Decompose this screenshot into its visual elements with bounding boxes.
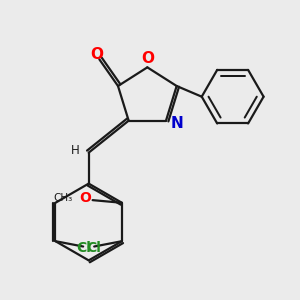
Text: O: O [80,191,92,205]
Text: H: H [71,143,80,157]
Text: CH₃: CH₃ [53,193,72,203]
Text: O: O [141,51,154,66]
Text: N: N [170,116,183,131]
Text: O: O [90,46,103,62]
Text: Cl: Cl [86,241,101,255]
Text: Cl: Cl [76,241,91,255]
